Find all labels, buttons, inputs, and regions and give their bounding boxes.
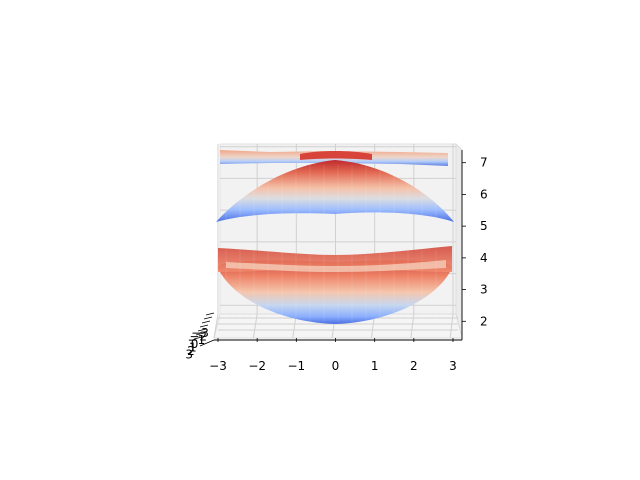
surface-bowl — [218, 260, 452, 324]
y-tick-mark — [193, 336, 203, 340]
x-tick-label: 3 — [449, 359, 457, 373]
y-tick-mark — [205, 312, 215, 316]
z-tick-label: 3 — [480, 283, 488, 297]
x-tick-label: −3 — [209, 359, 227, 373]
x-tick-label: 1 — [371, 359, 379, 373]
y-tick-mark — [197, 328, 207, 332]
x-tick-label: −2 — [248, 359, 266, 373]
y-axis-line — [199, 339, 215, 347]
y-tick-mark — [201, 320, 211, 324]
y-tick-mark — [203, 316, 213, 320]
z-tick-label: 7 — [480, 156, 488, 170]
x-axis-ticks: −3 −2 −1 0 1 2 3 — [209, 338, 457, 373]
z-tick-label: 6 — [480, 187, 488, 201]
surface-bowl-rim-inner — [226, 260, 446, 272]
y-tick-mark — [199, 324, 209, 328]
surface-dome-cap — [300, 151, 372, 160]
z-tick-label: 5 — [480, 219, 488, 233]
surfaces — [216, 150, 454, 324]
surface-dome — [216, 160, 454, 222]
floor-gridline — [213, 313, 219, 339]
y-tick-label: −1 — [188, 333, 206, 347]
x-tick-label: 0 — [332, 359, 340, 373]
y-tick-label: 3 — [185, 348, 193, 362]
y-tick-label: 0 — [191, 337, 199, 351]
y-tick-label: 2 — [187, 344, 195, 358]
right-pane — [455, 142, 463, 339]
z-axis-ticks: 2 3 4 5 6 7 — [462, 156, 488, 328]
x-tick-label: 2 — [410, 359, 418, 373]
surface-mesh-lines — [225, 165, 437, 322]
x-tick-label: −1 — [287, 359, 305, 373]
axis-lines — [199, 150, 463, 347]
z-tick-label: 2 — [480, 314, 488, 328]
y-tick-label: 1 — [189, 340, 197, 354]
z-tick-label: 4 — [480, 251, 488, 265]
y-tick-mark — [195, 332, 205, 336]
